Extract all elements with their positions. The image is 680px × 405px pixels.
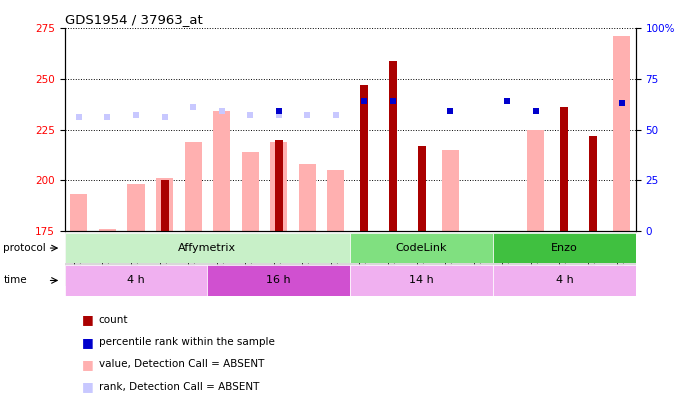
- Bar: [360, 85, 369, 231]
- Bar: [241, 152, 259, 231]
- Bar: [613, 36, 630, 231]
- Bar: [527, 130, 545, 231]
- Text: count: count: [99, 315, 128, 325]
- FancyBboxPatch shape: [350, 265, 493, 296]
- FancyBboxPatch shape: [493, 265, 636, 296]
- Bar: [299, 164, 316, 231]
- Text: 14 h: 14 h: [409, 275, 434, 286]
- Bar: [213, 111, 231, 231]
- Text: ■: ■: [82, 336, 93, 349]
- FancyBboxPatch shape: [493, 233, 636, 263]
- FancyBboxPatch shape: [350, 233, 493, 263]
- Bar: [327, 170, 345, 231]
- Text: protocol: protocol: [3, 243, 46, 253]
- Text: value, Detection Call = ABSENT: value, Detection Call = ABSENT: [99, 360, 264, 369]
- Bar: [127, 184, 145, 231]
- Bar: [184, 142, 202, 231]
- Text: rank, Detection Call = ABSENT: rank, Detection Call = ABSENT: [99, 382, 259, 392]
- Bar: [389, 61, 397, 231]
- Bar: [275, 140, 283, 231]
- Text: time: time: [3, 275, 27, 286]
- Text: percentile rank within the sample: percentile rank within the sample: [99, 337, 275, 347]
- Bar: [70, 194, 88, 231]
- Bar: [560, 107, 568, 231]
- FancyBboxPatch shape: [207, 265, 350, 296]
- Text: 16 h: 16 h: [267, 275, 291, 286]
- Text: 4 h: 4 h: [556, 275, 573, 286]
- FancyBboxPatch shape: [65, 265, 207, 296]
- Text: ■: ■: [82, 358, 93, 371]
- Bar: [99, 229, 116, 231]
- Text: GDS1954 / 37963_at: GDS1954 / 37963_at: [65, 13, 203, 26]
- Bar: [418, 146, 426, 231]
- Bar: [160, 180, 169, 231]
- Bar: [156, 178, 173, 231]
- Text: ■: ■: [82, 313, 93, 326]
- Text: CodeLink: CodeLink: [396, 243, 447, 253]
- Text: ■: ■: [82, 380, 93, 393]
- Text: Affymetrix: Affymetrix: [178, 243, 237, 253]
- Text: Enzo: Enzo: [551, 243, 578, 253]
- Bar: [270, 142, 288, 231]
- FancyBboxPatch shape: [65, 233, 350, 263]
- Text: 4 h: 4 h: [127, 275, 145, 286]
- Bar: [441, 150, 459, 231]
- Bar: [589, 136, 597, 231]
